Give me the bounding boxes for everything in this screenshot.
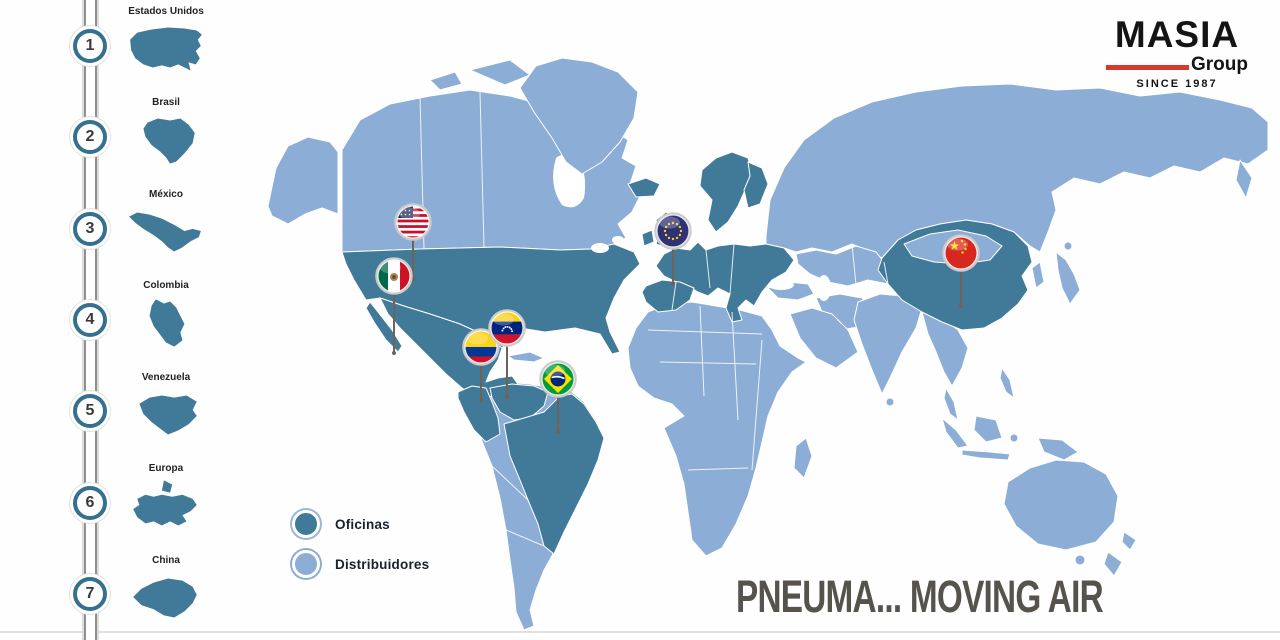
pin-stick — [392, 287, 396, 355]
country-label: Brasil — [152, 97, 180, 109]
step-number: 3 — [73, 211, 107, 246]
country-index-sidebar: 1 Estados Unidos 2 Brasil 3 México 4 Colombia 5 V… — [0, 0, 250, 640]
country-venezuela — [489, 383, 549, 421]
step-number: 5 — [73, 394, 107, 429]
logo-since-text: SINCE 1987 — [1136, 78, 1218, 90]
sidebar-item-usa: 1 Estados Unidos — [0, 0, 250, 91]
island-new-guinea — [1037, 437, 1079, 461]
sidebar-item-europa: 6 Europa — [0, 457, 250, 548]
footer-divider — [0, 631, 1280, 633]
sidebar-item-mexico: 3 México — [0, 183, 250, 274]
region-iberia — [641, 279, 695, 313]
legend-label: Oficinas — [335, 516, 390, 532]
step-number: 2 — [73, 120, 107, 155]
pin-stick — [556, 390, 560, 434]
step-number: 7 — [73, 577, 107, 612]
country-silhouette-china — [133, 578, 197, 618]
country-label: México — [149, 188, 183, 200]
country-new-zealand — [1121, 531, 1137, 551]
region-kamchatka — [1235, 159, 1253, 199]
step-number: 1 — [73, 28, 107, 63]
region-malay — [943, 387, 959, 421]
country-silhouette-europa — [133, 480, 197, 526]
pin-stick — [959, 264, 963, 308]
flag-pin-estados-unidos — [394, 203, 432, 281]
sidebar-list: 1 Estados Unidos 2 Brasil 3 México 4 Colombia 5 V… — [0, 0, 250, 640]
map-legend: Oficinas Distribuidores — [292, 510, 429, 578]
pin-stick — [479, 358, 483, 402]
sidebar-item-colombia: 4 Colombia — [0, 274, 250, 365]
region-central-asia — [795, 245, 889, 287]
arctic-island — [429, 71, 463, 91]
country-australia — [1003, 459, 1119, 551]
islands-philippines — [999, 367, 1015, 399]
tagline: PNEUMA... MOVING AIR — [736, 571, 1104, 622]
flag-pin-brasil — [539, 360, 577, 434]
flag-pin-venezuela — [488, 309, 526, 399]
country-label: Estados Unidos — [128, 6, 204, 17]
country-ireland — [641, 229, 655, 247]
country-greenland — [519, 57, 639, 175]
legend-marker-distributor — [292, 550, 320, 578]
continent-russia — [765, 83, 1269, 259]
pin-stick — [671, 242, 675, 286]
island-borneo — [973, 415, 1003, 443]
country-borders — [419, 91, 889, 547]
pin-stick — [505, 339, 509, 399]
logo-title: MASIA — [1114, 14, 1240, 55]
country-finland — [743, 161, 769, 209]
flag-pin-europa — [654, 212, 692, 286]
country-mexico — [379, 297, 519, 399]
country-label: Colombia — [143, 280, 189, 292]
country-silhouette-mexico — [129, 212, 201, 252]
flag-pin-mexico — [375, 257, 413, 355]
legend-item-office: Oficinas — [292, 510, 429, 538]
island-tasmania — [1074, 554, 1086, 566]
country-label: Venezuela — [141, 371, 191, 383]
country-new-zealand — [1103, 551, 1123, 577]
sidebar-item-brasil: 2 Brasil — [0, 91, 250, 182]
island-madagascar — [793, 437, 813, 479]
legend-item-distributor: Distribuidores — [292, 550, 429, 578]
country-silhouette-usa — [130, 27, 202, 71]
country-india — [853, 293, 923, 395]
country-iceland — [627, 177, 661, 198]
flag-pin-china — [942, 234, 980, 308]
country-silhouette-brasil — [143, 118, 195, 164]
arctic-island — [469, 59, 531, 86]
country-cuba — [507, 351, 545, 363]
country-alaska — [267, 136, 339, 225]
country-silhouette-colombia — [149, 299, 185, 347]
legend-marker-office — [292, 510, 320, 538]
island-sumatra — [941, 417, 969, 449]
sidebar-item-china: 7 China — [0, 549, 250, 640]
island-hokkaido — [1063, 241, 1073, 251]
sidebar-item-venezuela: 5 Venezuela — [0, 366, 250, 457]
step-number: 4 — [73, 302, 107, 337]
country-korea — [1031, 261, 1045, 289]
region-arabia — [789, 307, 859, 369]
logo-red-line — [1106, 65, 1189, 70]
logo-group-text: Group — [1191, 54, 1248, 75]
country-silhouette-venezuela — [139, 395, 197, 435]
masia-group-logo: MASIA Group SINCE 1987 — [1106, 16, 1248, 90]
country-japan — [1055, 251, 1081, 305]
island-sulawesi — [1009, 433, 1019, 443]
island-sri-lanka — [885, 397, 895, 407]
country-label: China — [152, 554, 180, 566]
legend-label: Distribuidores — [335, 556, 430, 572]
step-number: 6 — [73, 485, 107, 520]
continent-africa — [627, 301, 807, 557]
region-europe-mainland — [655, 241, 795, 323]
country-label: Europa — [148, 463, 184, 475]
region-scandinavia — [699, 151, 753, 233]
pin-stick — [411, 233, 415, 281]
island-java — [961, 449, 1011, 461]
